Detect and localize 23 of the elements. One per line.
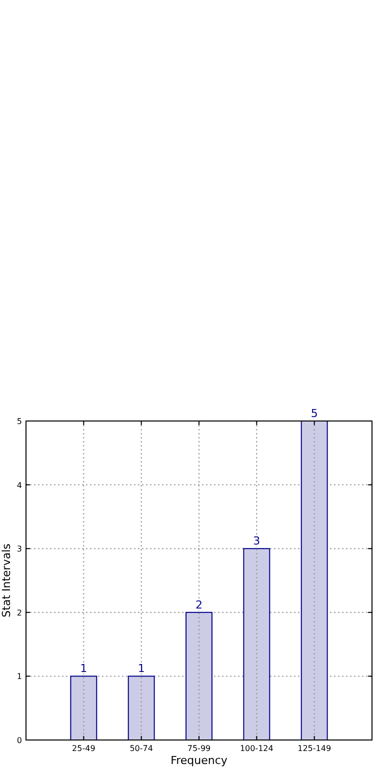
bar: [300, 420, 328, 740]
data-label: 5: [310, 407, 318, 420]
x-tick-label: 75-99: [187, 744, 211, 753]
x-tick-label: 50-74: [130, 744, 153, 753]
data-label: 1: [138, 662, 145, 676]
data-label: 1: [80, 662, 88, 676]
y-tick-label: 1: [16, 672, 22, 682]
x-tick-label: 25-49: [72, 744, 96, 753]
x-axis-title: Frequency: [170, 754, 228, 767]
bar: [70, 676, 98, 740]
y-tick-label: 2: [16, 608, 22, 618]
y-tick-label: 0: [16, 736, 22, 745]
bar: [128, 676, 155, 740]
y-tick-label: 5: [16, 417, 22, 426]
bar: [186, 612, 212, 740]
x-tick-label: 125-149: [298, 744, 332, 753]
y-tick-label: 4: [16, 480, 22, 490]
y-tick-label: 3: [16, 544, 22, 554]
data-label: 3: [253, 534, 260, 548]
data-label: 2: [196, 598, 202, 612]
x-tick-label: 100-124: [240, 744, 274, 753]
y-axis-title: Stat Intervals: [0, 543, 13, 618]
bar: [243, 548, 270, 740]
